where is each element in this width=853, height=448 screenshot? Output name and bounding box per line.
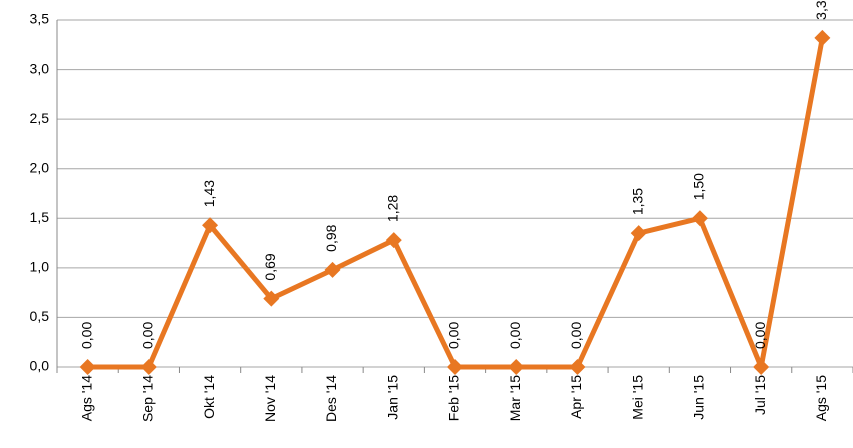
x-tick-label: Jun '15 — [691, 375, 707, 420]
x-tick-label: Nov '14 — [262, 375, 278, 422]
y-tick-label: 1,5 — [30, 209, 50, 225]
marker — [508, 359, 525, 375]
data-label: 1,28 — [384, 195, 400, 222]
marker — [630, 225, 647, 242]
x-tick-label: Feb '15 — [446, 375, 462, 421]
marker — [814, 29, 831, 46]
x-tick-label: Ags '15 — [813, 375, 829, 421]
y-tick-label: 2,0 — [30, 159, 50, 175]
marker — [202, 217, 219, 234]
y-tick-label: 0,5 — [30, 308, 50, 324]
data-label: 0,00 — [78, 322, 94, 349]
data-label: 0,00 — [752, 322, 768, 349]
data-label: 1,43 — [201, 180, 217, 207]
marker — [569, 359, 586, 375]
x-tick-label: Okt '14 — [201, 375, 217, 419]
x-tick-label: Apr '15 — [568, 375, 584, 419]
x-tick-label: Sep '14 — [140, 375, 156, 422]
x-tick-label: Des '14 — [323, 375, 339, 422]
y-tick-label: 2,5 — [30, 110, 50, 126]
marker — [691, 210, 708, 227]
marker — [79, 359, 96, 375]
x-tick-label: Ags '14 — [78, 375, 94, 421]
marker — [447, 359, 463, 375]
marker — [385, 232, 402, 249]
y-tick-label: 1,0 — [30, 259, 50, 275]
marker — [324, 261, 341, 278]
data-label: 1,35 — [629, 188, 645, 215]
marker — [263, 290, 280, 307]
data-label: 0,98 — [323, 224, 339, 251]
x-tick-label: Jan '15 — [384, 375, 400, 420]
y-tick-label: 3,0 — [30, 60, 50, 76]
y-tick-label: 0,0 — [30, 358, 50, 374]
data-label: 0,00 — [507, 322, 523, 349]
data-label: 0,00 — [446, 322, 462, 349]
x-tick-label: Mar '15 — [507, 375, 523, 421]
data-label: 1,50 — [691, 173, 707, 200]
y-tick-label: 3,5 — [30, 11, 50, 27]
marker — [753, 359, 770, 375]
data-label: 0,00 — [568, 322, 584, 349]
data-label: 0,00 — [140, 322, 156, 349]
marker — [140, 359, 157, 375]
x-tick-label: Mei '15 — [629, 375, 645, 420]
data-label: 0,69 — [262, 253, 278, 280]
data-label: 3,32 — [813, 0, 829, 20]
x-tick-label: Jul '15 — [752, 375, 768, 415]
